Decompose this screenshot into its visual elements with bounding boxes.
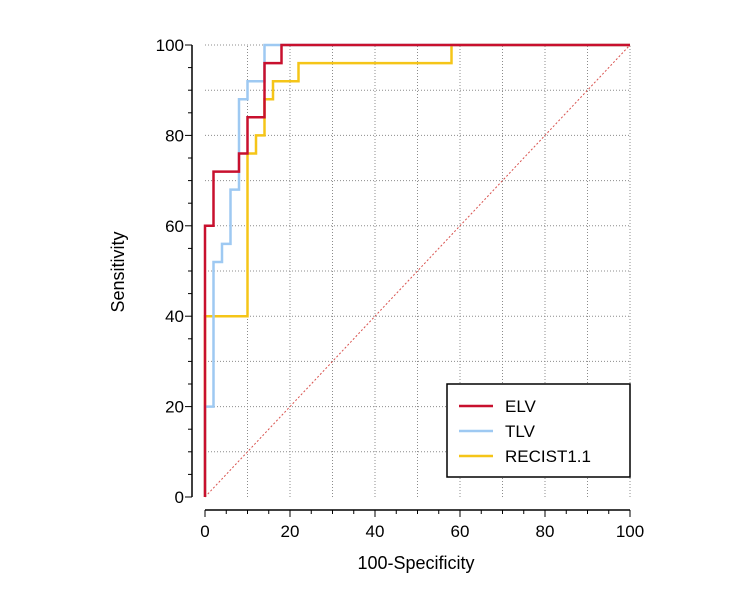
- y-tick-label: 20: [165, 398, 184, 417]
- legend-label: ELV: [505, 397, 537, 416]
- x-tick-label: 40: [366, 522, 385, 541]
- y-tick-label: 100: [156, 36, 184, 55]
- y-axis-label: Sensitivity: [108, 231, 128, 312]
- x-tick-label: 80: [536, 522, 555, 541]
- y-tick-label: 80: [165, 126, 184, 145]
- series-lines: [203, 43, 630, 497]
- x-axis-label: 100-Specificity: [357, 553, 474, 573]
- legend-label: RECIST1.1: [505, 447, 591, 466]
- series-line-elv: [203, 43, 630, 497]
- x-tick-label: 60: [451, 522, 470, 541]
- tick-labels: 0 20 40 60 80 100 0 20 40 60 80 100: [156, 36, 645, 541]
- x-tick-label: 20: [281, 522, 300, 541]
- axes: [185, 44, 631, 517]
- reference-line: [204, 44, 631, 498]
- series-line-tlv: [203, 43, 630, 497]
- y-tick-label: 0: [175, 488, 184, 507]
- x-tick-label: 0: [200, 522, 209, 541]
- legend-label: TLV: [505, 422, 536, 441]
- x-tick-label: 100: [616, 522, 644, 541]
- reference-diagonal: [204, 44, 631, 498]
- y-tick-label: 60: [165, 217, 184, 236]
- y-tick-label: 40: [165, 307, 184, 326]
- legend: ELV TLV RECIST1.1: [446, 383, 631, 478]
